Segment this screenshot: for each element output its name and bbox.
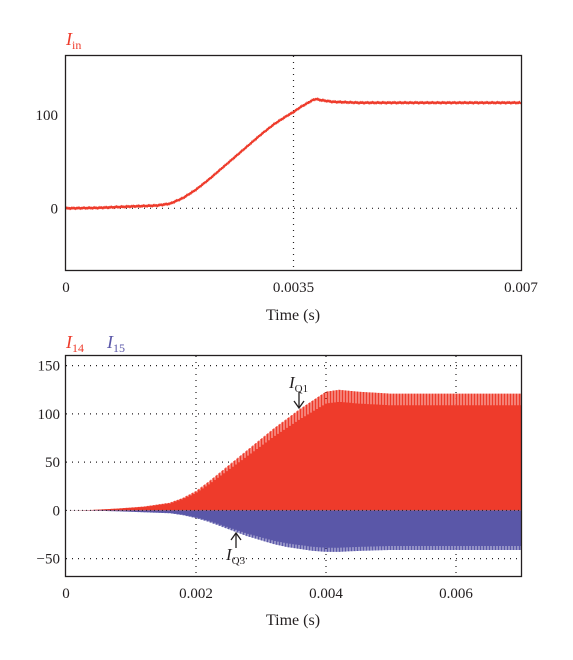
annotation-iq3-sub: Q3 xyxy=(232,555,246,567)
top-x-tick-label: 0.007 xyxy=(504,280,538,296)
bottom-x-tick-label: 0.004 xyxy=(309,586,343,602)
bottom-y-tick-label: 0 xyxy=(53,503,61,519)
bottom-y-tick-label: 100 xyxy=(38,407,61,423)
series-line-i-in xyxy=(65,97,522,211)
bottom-ylabel-b: I15 xyxy=(106,332,125,355)
series-area-i14 xyxy=(66,389,522,511)
top-x-tick-label: 0 xyxy=(62,280,70,296)
bottom-ylabel-a-main: I xyxy=(65,332,73,352)
bottom-ylabel-b-sub: 15 xyxy=(113,341,125,355)
top-y-tick-labels: 0 100 xyxy=(36,108,59,217)
annotation-iq1-main: I xyxy=(288,373,296,392)
bottom-y-tick-label: 50 xyxy=(45,455,60,471)
top-plot-area xyxy=(65,56,522,270)
bottom-y-tick-label: −50 xyxy=(37,552,60,568)
top-axes-frame xyxy=(64,54,523,272)
annotation-iq3-main: I xyxy=(225,545,233,564)
bottom-x-tick-label: 0.002 xyxy=(179,586,213,602)
bottom-ylabel-a: I14 xyxy=(65,332,84,355)
top-xlabel: Time (s) xyxy=(266,307,320,324)
annotation-iq3: IQ3 xyxy=(225,545,246,567)
top-ylabel: Iin xyxy=(65,29,81,52)
top-ylabel-sub: in xyxy=(72,38,81,52)
top-x-tick-label: 0.0035 xyxy=(273,280,314,296)
top-y-tick-label: 0 xyxy=(51,201,59,217)
bottom-xlabel: Time (s) xyxy=(266,612,320,629)
top-x-tick-labels: 0 0.0035 0.007 xyxy=(62,280,538,296)
bottom-x-tick-label: 0 xyxy=(62,586,70,602)
bottom-axes-frame xyxy=(64,354,523,578)
bottom-x-tick-label: 0.006 xyxy=(439,586,473,602)
bottom-plot-area xyxy=(66,356,522,576)
bottom-y-tick-label: 150 xyxy=(38,359,61,375)
bottom-x-tick-labels: 0 0.002 0.004 0.006 xyxy=(62,586,473,602)
annotation-iq1-sub: Q1 xyxy=(295,383,308,395)
bottom-y-tick-labels: −50 0 50 100 150 xyxy=(37,359,60,568)
top-chart: Iin 0 100 0 0.0035 0.007 Time (s) xyxy=(36,29,539,324)
bottom-ylabel-b-main: I xyxy=(106,332,114,352)
arrow-iq3-icon xyxy=(230,531,242,548)
series-area-i15 xyxy=(66,510,522,552)
top-y-tick-label: 100 xyxy=(36,108,59,124)
annotation-iq1: IQ1 xyxy=(288,373,308,395)
bottom-ylabel-a-sub: 14 xyxy=(72,341,84,355)
arrow-iq1-icon xyxy=(293,392,305,410)
top-ylabel-main: I xyxy=(65,29,73,49)
